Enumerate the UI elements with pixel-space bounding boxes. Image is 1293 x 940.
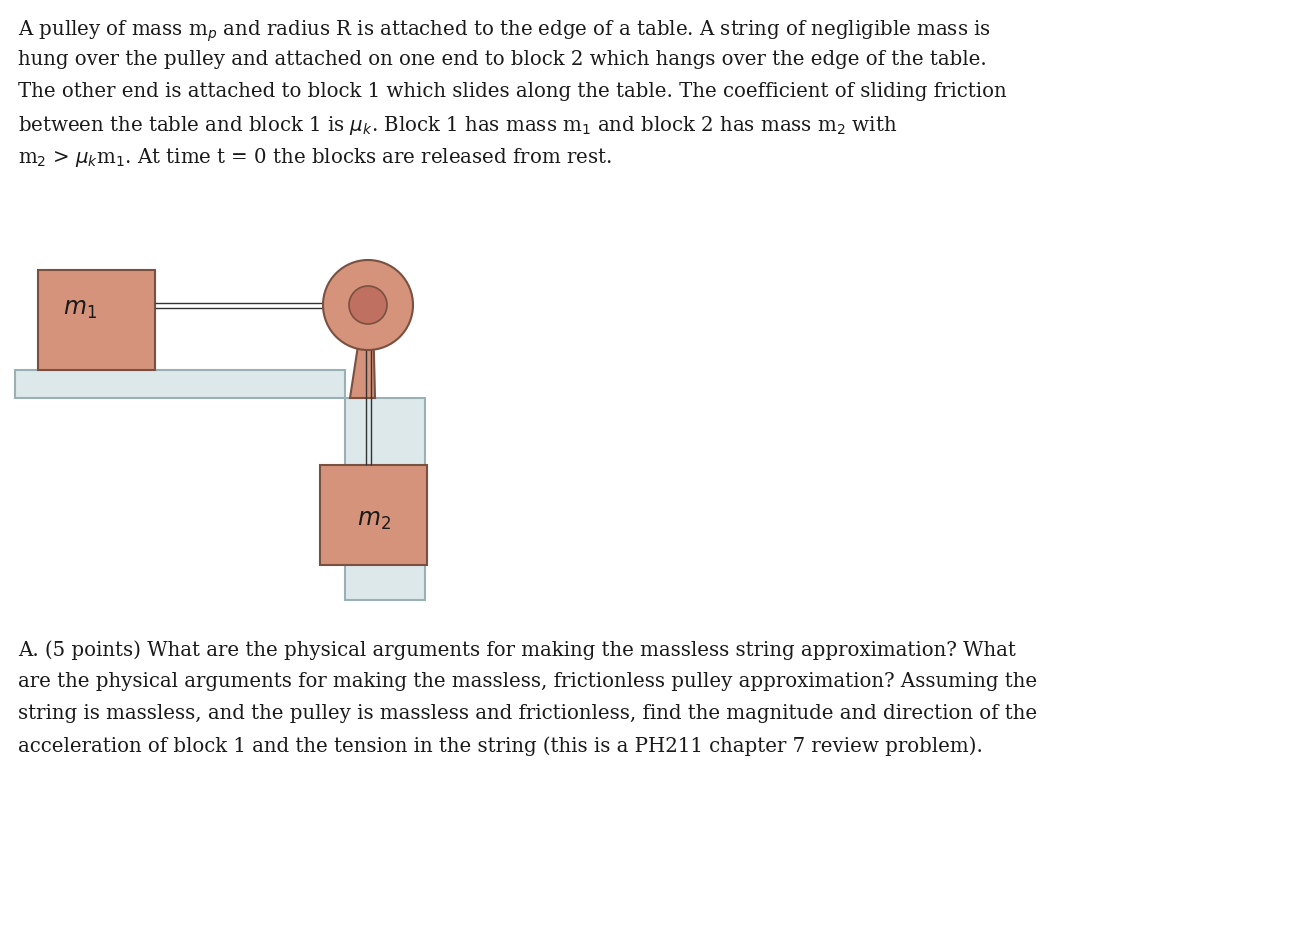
Text: acceleration of block 1 and the tension in the string (this is a PH211 chapter 7: acceleration of block 1 and the tension …	[18, 736, 983, 756]
Text: between the table and block 1 is $\mu_k$. Block 1 has mass m$_1$ and block 2 has: between the table and block 1 is $\mu_k$…	[18, 114, 897, 137]
Circle shape	[323, 260, 412, 350]
Bar	[319, 465, 427, 565]
Polygon shape	[350, 313, 375, 398]
Text: are the physical arguments for making the massless, frictionless pulley approxim: are the physical arguments for making th…	[18, 672, 1037, 691]
Text: A pulley of mass m$_p$ and radius R is attached to the edge of a table. A string: A pulley of mass m$_p$ and radius R is a…	[18, 18, 990, 43]
Bar	[37, 270, 155, 370]
Text: string is massless, and the pulley is massless and frictionless, find the magnit: string is massless, and the pulley is ma…	[18, 704, 1037, 723]
Text: m$_2$ > $\mu_k$m$_1$. At time t = 0 the blocks are released from rest.: m$_2$ > $\mu_k$m$_1$. At time t = 0 the …	[18, 146, 612, 169]
Text: hung over the pulley and attached on one end to block 2 which hangs over the edg: hung over the pulley and attached on one…	[18, 50, 987, 69]
Text: $m_1$: $m_1$	[63, 299, 97, 321]
Bar	[16, 370, 345, 398]
Circle shape	[349, 286, 387, 324]
Bar	[345, 398, 425, 600]
Text: $m_2$: $m_2$	[357, 509, 390, 531]
Text: The other end is attached to block 1 which slides along the table. The coefficie: The other end is attached to block 1 whi…	[18, 82, 1007, 101]
Text: A. (5 points) What are the physical arguments for making the massless string app: A. (5 points) What are the physical argu…	[18, 640, 1016, 660]
